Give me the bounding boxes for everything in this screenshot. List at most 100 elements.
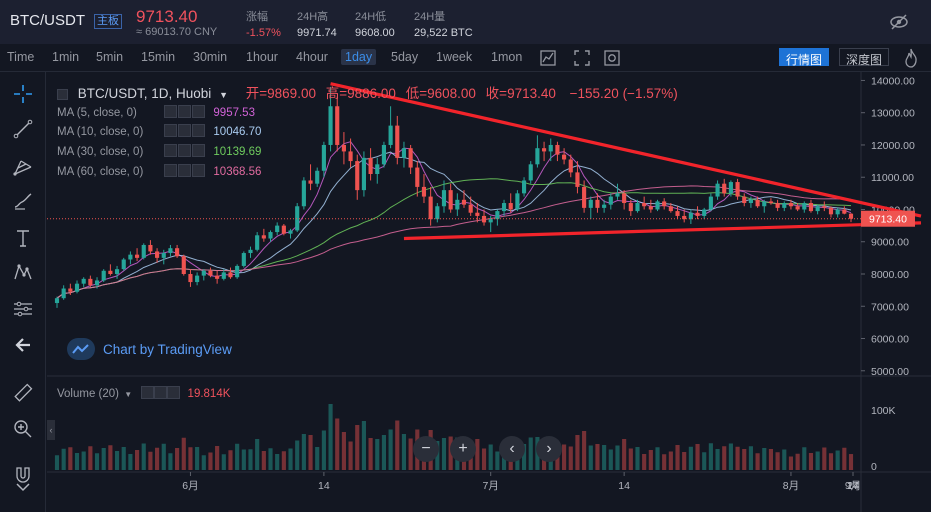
tf-1hour[interactable]: 1hour <box>246 50 278 64</box>
legend-toggle-icon[interactable] <box>57 89 68 100</box>
scroll-left-button[interactable]: ‹ <box>499 436 525 462</box>
zoom-in-button[interactable]: + <box>450 436 476 462</box>
board-badge: 主板 <box>94 14 122 29</box>
fullscreen-icon[interactable] <box>572 48 592 68</box>
ma5-remove-icon[interactable] <box>192 105 206 118</box>
ma10-visibility-icon[interactable] <box>164 124 178 137</box>
volume-label[interactable]: Volume (20) <box>57 388 120 400</box>
tf-1mon[interactable]: 1mon <box>491 50 523 64</box>
volume-settings-icon[interactable] <box>154 386 168 399</box>
tf-15min[interactable]: 15min <box>141 50 176 64</box>
volume-bar <box>708 443 713 470</box>
tf-1min[interactable]: 1min <box>52 50 80 64</box>
candle-body <box>542 148 547 152</box>
tf-5min[interactable]: 5min <box>96 50 124 64</box>
volume-bar <box>788 456 794 470</box>
close-label: 收= <box>485 86 508 101</box>
ma5-settings-icon[interactable] <box>178 105 192 118</box>
ma30-settings-icon[interactable] <box>178 144 192 157</box>
volume-bar <box>261 451 266 470</box>
volume-visibility-icon[interactable] <box>141 386 155 399</box>
tf-1week[interactable]: 1week <box>436 50 473 64</box>
ma60-label[interactable]: MA (60, close, 0) <box>57 166 144 178</box>
ma5-label[interactable]: MA (5, close, 0) <box>57 107 137 119</box>
magnet-icon[interactable] <box>12 464 34 486</box>
candle-body <box>828 207 834 215</box>
text-tool-icon[interactable] <box>12 227 34 249</box>
scroll-right-button[interactable]: › <box>536 436 562 462</box>
ma10-settings-icon[interactable] <box>178 124 192 137</box>
volume-remove-icon[interactable] <box>167 386 181 399</box>
volume-bar <box>61 448 66 470</box>
candle-body <box>622 193 627 204</box>
symbol-dropdown-icon[interactable]: ▼ <box>219 90 228 100</box>
candle-body <box>595 199 600 208</box>
tf-time[interactable]: Time <box>7 50 35 64</box>
expand-down-icon[interactable] <box>12 476 34 498</box>
tab-depth-chart[interactable]: 深度图 <box>839 48 890 67</box>
hide-icon[interactable] <box>889 12 909 32</box>
ma60-visibility-icon[interactable] <box>164 164 178 177</box>
candle-body <box>815 206 820 212</box>
volume-bar <box>635 447 640 470</box>
crosshair-icon[interactable] <box>12 83 34 105</box>
flame-icon[interactable] <box>903 48 919 68</box>
tf-4hour[interactable]: 4hour <box>296 50 328 64</box>
ma30-label[interactable]: MA (30, close, 0) <box>57 146 144 158</box>
tf-1day[interactable]: 1day <box>341 49 377 65</box>
pitchfork-icon[interactable] <box>12 155 34 177</box>
price-chart[interactable]: 14000.0013000.0012000.0011000.0010000.00… <box>47 72 931 512</box>
screenshot-icon[interactable] <box>602 48 622 68</box>
candle-body <box>134 254 140 258</box>
ma30-remove-icon[interactable] <box>192 144 206 157</box>
volume-bar <box>114 451 120 470</box>
ruler-icon[interactable] <box>12 382 34 404</box>
tradingview-watermark[interactable]: Chart by TradingView <box>67 337 232 361</box>
ma5-legend[interactable]: MA (5, close, 0) 9957.53 <box>57 105 255 121</box>
watermark-text[interactable]: Chart by TradingView <box>103 341 232 357</box>
volume-label: 24H量 <box>414 11 446 23</box>
tab-market-chart[interactable]: 行情图 <box>779 48 830 67</box>
candle-body <box>668 206 673 212</box>
tf-30min[interactable]: 30min <box>193 50 228 64</box>
ma10-legend[interactable]: MA (10, close, 0) 10046.70 <box>57 124 261 140</box>
pair-name[interactable]: BTC/USDT <box>10 12 85 29</box>
candle-body <box>501 203 507 212</box>
time-tick-label: 14 <box>847 480 859 492</box>
indicators-icon[interactable] <box>538 48 558 68</box>
ma30-visibility-icon[interactable] <box>164 144 178 157</box>
ma10-remove-icon[interactable] <box>192 124 206 137</box>
volume-bar <box>134 450 140 470</box>
ma60-settings-icon[interactable] <box>178 164 192 177</box>
open-label: 开= <box>245 86 268 101</box>
trend-line-icon[interactable] <box>12 118 34 140</box>
change-value: -1.57% <box>246 27 281 39</box>
ma10-label[interactable]: MA (10, close, 0) <box>57 126 144 138</box>
ma60-legend[interactable]: MA (60, close, 0) 10368.56 <box>57 164 261 180</box>
symbol-interval[interactable]: BTC/USDT, 1D, Huobi <box>77 86 212 101</box>
ma60-remove-icon[interactable] <box>192 164 206 177</box>
back-arrow-icon[interactable] <box>12 334 34 356</box>
ma5-visibility-icon[interactable] <box>164 105 178 118</box>
volume-bar <box>715 449 720 470</box>
ohlc-legend: BTC/USDT, 1D, Huobi ▼ 开=9869.00 高=9886.0… <box>57 82 678 102</box>
measure-lines-icon[interactable] <box>12 298 34 320</box>
pattern-icon[interactable] <box>12 261 34 283</box>
volume-dropdown-icon[interactable]: ▼ <box>124 390 133 399</box>
volume-legend[interactable]: Volume (20) ▼ 19.814K <box>57 386 230 400</box>
volume-bar <box>175 448 180 470</box>
brush-icon[interactable] <box>12 190 34 212</box>
zoom-out-button[interactable]: − <box>413 436 439 462</box>
ma30-legend[interactable]: MA (30, close, 0) 10139.69 <box>57 144 261 160</box>
candle-body <box>495 211 500 220</box>
volume-bar <box>288 448 293 470</box>
tf-5day[interactable]: 5day <box>391 50 419 64</box>
volume-bar <box>301 434 306 470</box>
ticker-bar: BTC/USDT 主板 9713.40 ≈ 69013.70 CNY 涨幅 -1… <box>0 0 931 44</box>
candle-body <box>108 270 113 274</box>
zoom-in-icon[interactable] <box>12 418 34 440</box>
drawing-toolbar <box>0 72 46 512</box>
collapse-toolbar-icon[interactable]: ‹ <box>47 420 55 440</box>
candle-body <box>568 159 573 173</box>
candle-body <box>455 199 460 210</box>
